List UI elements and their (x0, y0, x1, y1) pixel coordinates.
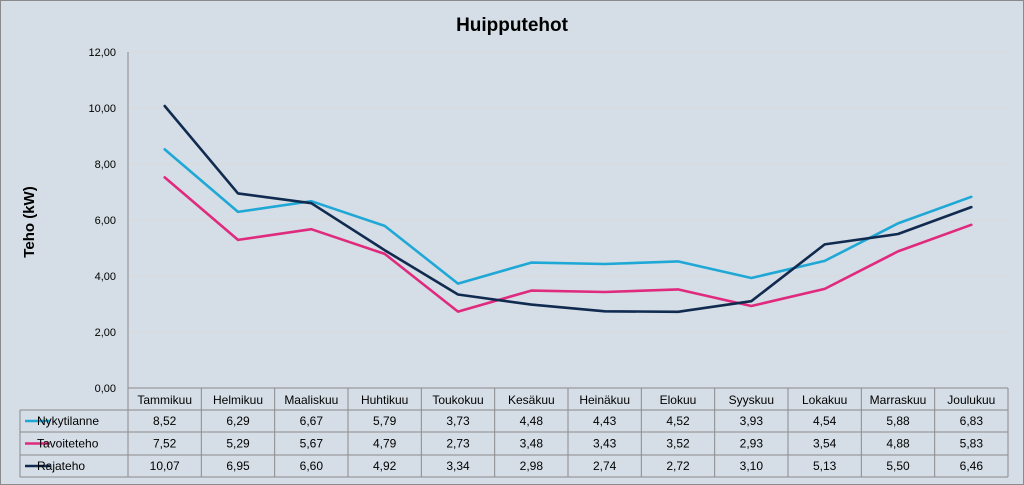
data-label: 6,46 (960, 459, 984, 473)
data-label: 5,13 (813, 459, 837, 473)
data-table: Tammikuu Helmikuu Maaliskuu Huhtikuu Toukoku… (19, 387, 1009, 478)
legend-label: Nykytilanne (37, 414, 99, 428)
data-label: 2,98 (520, 459, 544, 473)
data-label: 2,72 (666, 459, 690, 473)
data-label: 3,54 (813, 437, 837, 451)
data-label: 3,73 (446, 414, 470, 428)
data-label: 8,52 (153, 414, 177, 428)
category-label: Marraskuu (870, 393, 927, 407)
category-label: Elokuu (660, 393, 697, 407)
legend-label: Tavoiteteho (37, 437, 99, 451)
data-label: 5,83 (960, 437, 984, 451)
data-label: 4,92 (373, 459, 397, 473)
y-tick-label: 6,00 (95, 215, 116, 227)
data-label: 2,73 (446, 437, 470, 451)
data-label: 6,95 (226, 459, 250, 473)
data-label: 5,29 (226, 437, 250, 451)
category-label: Huhtikuu (361, 393, 408, 407)
data-label: 3,10 (740, 459, 764, 473)
data-label: 5,50 (886, 459, 910, 473)
data-label: 4,52 (666, 414, 690, 428)
category-label: Kesäkuu (508, 393, 555, 407)
data-label: 4,48 (520, 414, 544, 428)
chart-title: Huipputehot (456, 15, 569, 36)
data-label: 10,07 (150, 459, 180, 473)
y-axis-ticks: 0,00 2,00 4,00 6,00 8,00 10,00 12,00 (88, 47, 116, 395)
data-label: 3,93 (740, 414, 764, 428)
y-tick-label: 0,00 (95, 383, 116, 395)
data-label: 5,88 (886, 414, 910, 428)
legend-label: Rajateho (37, 459, 85, 473)
data-label: 2,93 (740, 437, 764, 451)
y-axis-label: Teho (kW) (21, 186, 38, 257)
category-label: Lokakuu (802, 393, 847, 407)
data-label: 6,67 (300, 414, 324, 428)
data-label: 5,79 (373, 414, 397, 428)
data-label: 4,43 (593, 414, 617, 428)
data-label: 6,83 (960, 414, 984, 428)
category-label: Maaliskuu (284, 393, 338, 407)
data-label: 3,48 (520, 437, 544, 451)
series-line-rajateho (163, 104, 973, 314)
y-tick-label: 8,00 (95, 159, 116, 171)
series-line-tavoiteteho (163, 176, 973, 313)
data-label: 3,43 (593, 437, 617, 451)
data-label: 4,88 (886, 437, 910, 451)
y-tick-label: 10,00 (88, 103, 116, 115)
category-label: Joulukuu (947, 393, 995, 407)
series-lines (163, 104, 973, 314)
category-label: Toukokuu (432, 393, 483, 407)
category-label: Heinäkuu (579, 393, 630, 407)
data-label: 7,52 (153, 437, 177, 451)
data-label: 5,67 (300, 437, 324, 451)
data-label: 4,54 (813, 414, 837, 428)
data-label: 2,74 (593, 459, 617, 473)
data-label: 6,60 (300, 459, 324, 473)
gridlines (127, 51, 1008, 388)
category-label: Syyskuu (729, 393, 774, 407)
data-label: 3,52 (666, 437, 690, 451)
category-label: Tammikuu (137, 393, 192, 407)
y-tick-label: 12,00 (88, 47, 116, 59)
y-tick-label: 2,00 (95, 327, 116, 339)
y-tick-label: 4,00 (95, 271, 116, 283)
category-label: Helmikuu (213, 393, 263, 407)
data-label: 4,79 (373, 437, 397, 451)
data-label: 6,29 (226, 414, 250, 428)
data-label: 3,34 (446, 459, 470, 473)
series-line-nykytilanne (163, 148, 973, 285)
